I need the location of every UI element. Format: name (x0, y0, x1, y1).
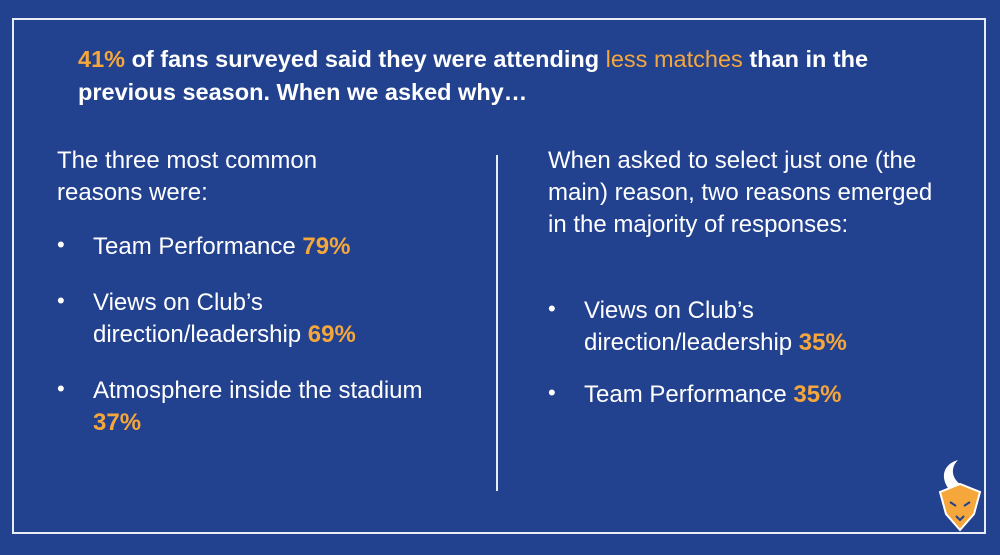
item-value: 69% (307, 321, 356, 348)
item-label: Views on Club’s direction/leadership (93, 289, 302, 348)
list-item: Atmosphere inside the stadium 37% (57, 373, 437, 439)
headline-stat: 41% (78, 46, 126, 72)
item-label: Team Performance (584, 381, 787, 408)
item-value: 79% (302, 233, 351, 260)
item-label: Views on Club’s direction/leadership (584, 297, 793, 356)
headline: 41% of fans surveyed said they were atte… (78, 43, 928, 109)
list-item: Views on Club’s direction/leadership 69% (57, 285, 437, 351)
item-value: 35% (798, 329, 847, 356)
list-item: Views on Club’s direction/leadership 35% (548, 293, 948, 359)
list-item: Team Performance 79% (57, 229, 437, 263)
right-list: Views on Club’s direction/leadership 35%… (548, 293, 948, 431)
left-list: Team Performance 79% Views on Club’s dire… (57, 229, 437, 463)
left-intro: The three most common reasons were: (57, 147, 318, 206)
frame (12, 18, 986, 534)
item-label: Team Performance (93, 233, 296, 260)
logo (938, 460, 982, 532)
item-label: Atmosphere inside the stadium (93, 377, 423, 404)
right-intro: When asked to select just one (the main)… (548, 147, 933, 238)
divider (496, 155, 498, 491)
headline-highlight: less matches (605, 46, 743, 72)
item-value: 35% (793, 381, 842, 408)
item-value: 37% (93, 409, 142, 436)
headline-text: than in the previous season. When we ask… (78, 46, 869, 105)
headline-text: of fans surveyed said they were attendin… (131, 46, 600, 72)
list-item: Team Performance 35% (548, 377, 948, 411)
